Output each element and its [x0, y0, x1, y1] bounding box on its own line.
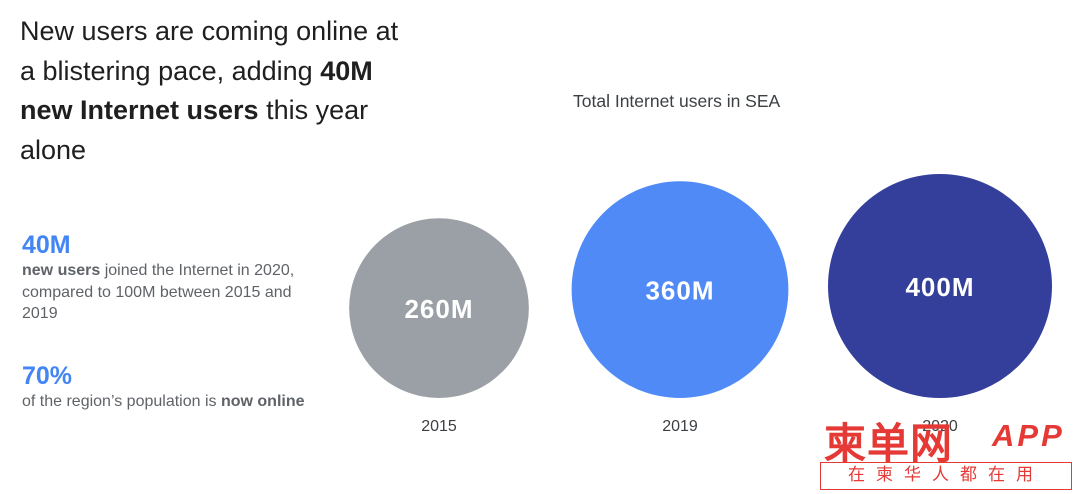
stat-population-online: 70% of the region’s population is now on…: [22, 361, 322, 413]
bubble-2015: [349, 218, 529, 398]
bubble-2020: [828, 174, 1052, 398]
headline-text-end: this year alone: [20, 95, 369, 165]
bubble-value-label: 400M: [905, 272, 974, 302]
bubble-value-label: 360M: [645, 276, 714, 306]
stat-bold: now online: [220, 393, 305, 410]
stat-value: 70%: [22, 362, 73, 390]
stat-value: 40M: [22, 231, 71, 259]
watermark-logo: 柬单网 APP 在柬华人都在用: [820, 408, 1075, 494]
headline-text: New users are coming online at a blister…: [20, 16, 399, 86]
watermark-tagline: 在柬华人都在用: [820, 462, 1072, 490]
bubble-value-label: 260M: [404, 294, 473, 324]
watermark-title: 柬单网: [824, 419, 954, 468]
stat-description: new users joined the Internet in 2020, c…: [22, 260, 322, 325]
stat-text: joined the Internet in 2020, compared to…: [22, 262, 295, 322]
watermark-app: APP: [992, 418, 1065, 453]
stat-bold: new users: [22, 262, 101, 279]
bubble-2019: [571, 181, 789, 398]
chart-title: Total Internet users in SEA: [573, 91, 781, 111]
x-tick-label: 2015: [421, 418, 457, 435]
headline: New users are coming online at a blister…: [20, 12, 400, 170]
x-tick-label: 2020: [922, 418, 958, 435]
stat-new-users: 40M new users joined the Internet in 202…: [22, 230, 322, 325]
stat-text: of the region’s population is: [22, 393, 221, 410]
x-tick-label: 2019: [662, 418, 698, 435]
headline-bold: 40M new Internet users: [20, 55, 373, 126]
stat-description: of the region’s population is now online: [22, 391, 322, 413]
